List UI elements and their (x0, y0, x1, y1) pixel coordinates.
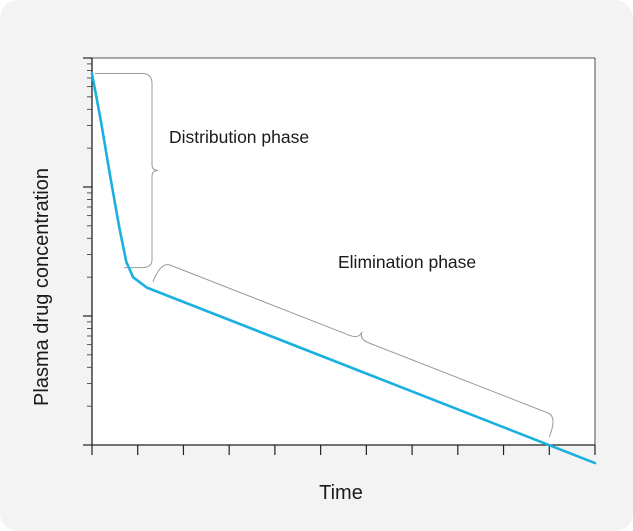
axes (91, 57, 596, 446)
y-ticks (83, 57, 92, 446)
y-axis-label: Plasma drug concentration (31, 168, 53, 406)
elimination-phase-label: Elimination phase (338, 252, 476, 272)
distribution-phase-bracket (95, 72, 159, 269)
x-ticks (91, 445, 596, 455)
plot-area (92, 58, 595, 445)
concentration-line (90, 72, 597, 465)
x-axis-label: Time (319, 482, 363, 504)
phase-brackets (95, 72, 554, 438)
distribution-phase-label: Distribution phase (169, 127, 309, 147)
elimination-phase-bracket (152, 264, 554, 438)
